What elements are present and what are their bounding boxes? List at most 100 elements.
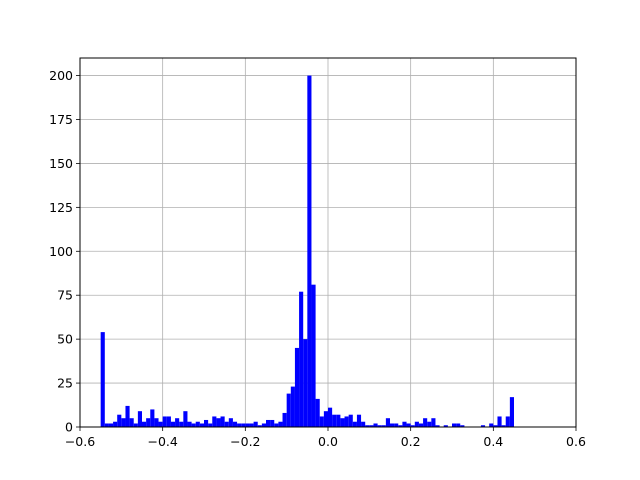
x-tick-label: −0.2 bbox=[230, 434, 260, 449]
histogram-bar bbox=[377, 425, 382, 427]
histogram-bar bbox=[418, 423, 424, 427]
histogram-bar bbox=[125, 405, 130, 427]
histogram-bar bbox=[162, 416, 167, 427]
histogram-bar bbox=[175, 418, 180, 427]
x-tick-label: 0.0 bbox=[318, 434, 338, 449]
y-tick-label: 75 bbox=[57, 288, 73, 303]
x-tick-label: 0.6 bbox=[566, 434, 586, 449]
histogram-bar bbox=[253, 421, 258, 427]
histogram-bar bbox=[170, 421, 176, 427]
y-tick-label: 200 bbox=[49, 68, 73, 83]
histogram-bar bbox=[431, 418, 436, 427]
histogram-bar bbox=[497, 416, 502, 427]
histogram-bar bbox=[278, 421, 283, 427]
histogram-bar bbox=[307, 75, 312, 427]
histogram-bar bbox=[286, 393, 291, 427]
y-axis: 0 25 50 75 100 125 150 175 200 bbox=[49, 68, 80, 435]
histogram-bar bbox=[220, 416, 225, 427]
histogram-bar bbox=[452, 423, 457, 427]
histogram-bar bbox=[332, 414, 337, 427]
histogram-bar bbox=[398, 425, 403, 427]
histogram-bar bbox=[365, 425, 370, 427]
y-tick-label: 50 bbox=[57, 332, 73, 347]
histogram-bar bbox=[456, 423, 461, 427]
histogram-bar bbox=[336, 414, 341, 427]
histogram-bar bbox=[340, 418, 345, 427]
histogram-bar bbox=[183, 411, 188, 427]
histogram-bar bbox=[195, 421, 200, 427]
histogram-bar bbox=[199, 423, 204, 427]
histogram-bar bbox=[249, 423, 254, 427]
histogram-bar bbox=[427, 421, 432, 427]
x-tick-label: −0.6 bbox=[65, 434, 95, 449]
histogram-bar bbox=[257, 425, 262, 427]
histogram-bar bbox=[361, 421, 366, 427]
histogram-bar bbox=[323, 411, 328, 427]
histogram-bar bbox=[328, 407, 333, 427]
histogram-bar bbox=[274, 423, 279, 427]
histogram-bar bbox=[294, 347, 300, 427]
histogram-bar bbox=[117, 414, 122, 427]
histogram-bar bbox=[104, 423, 109, 427]
histogram-bar bbox=[402, 421, 407, 427]
x-tick-label: 0.4 bbox=[483, 434, 503, 449]
histogram-bar bbox=[290, 386, 295, 427]
histogram-bar bbox=[113, 421, 118, 427]
histogram-bar bbox=[394, 423, 399, 427]
histogram-bar bbox=[137, 411, 142, 427]
histogram-bar bbox=[166, 416, 171, 427]
histogram-bars bbox=[100, 75, 514, 427]
histogram-bar bbox=[406, 423, 411, 427]
histogram-bar bbox=[237, 423, 242, 427]
histogram-bar bbox=[311, 284, 316, 427]
histogram-bar bbox=[356, 414, 362, 427]
histogram-bar bbox=[129, 418, 134, 427]
histogram-bar bbox=[381, 425, 386, 427]
histogram-bar bbox=[204, 419, 209, 427]
histogram-bar bbox=[410, 425, 415, 427]
histogram-bar bbox=[158, 421, 163, 427]
histogram-bar bbox=[282, 412, 287, 427]
histogram-bar bbox=[493, 425, 498, 427]
histogram-bar bbox=[414, 421, 419, 427]
histogram-bar bbox=[348, 414, 353, 427]
y-tick-label: 150 bbox=[49, 156, 73, 171]
histogram-bar bbox=[319, 416, 324, 427]
histogram-bar bbox=[303, 339, 308, 427]
histogram-bar bbox=[299, 291, 304, 427]
histogram-bar bbox=[121, 418, 126, 427]
histogram-bar bbox=[241, 423, 246, 427]
histogram-bar bbox=[423, 418, 428, 427]
histogram-bar bbox=[352, 421, 357, 427]
y-tick-label: 100 bbox=[49, 244, 73, 259]
histogram-bar bbox=[390, 423, 395, 427]
histogram-bar bbox=[385, 418, 390, 427]
x-tick-label: 0.2 bbox=[401, 434, 421, 449]
histogram-bar bbox=[480, 425, 486, 427]
y-tick-label: 0 bbox=[65, 420, 73, 435]
histogram-bar bbox=[270, 419, 275, 427]
histogram-bar bbox=[509, 397, 514, 427]
histogram-bar bbox=[212, 416, 217, 427]
y-tick-label: 175 bbox=[49, 112, 73, 127]
histogram-bar bbox=[187, 421, 192, 427]
y-tick-label: 125 bbox=[49, 200, 73, 215]
histogram-bar bbox=[216, 418, 221, 427]
histogram-bar bbox=[435, 425, 440, 427]
histogram-bar bbox=[245, 423, 250, 427]
histogram-bar bbox=[315, 398, 320, 427]
histogram-bar bbox=[489, 423, 494, 427]
histogram-bar bbox=[100, 332, 105, 427]
histogram-bar bbox=[208, 423, 213, 427]
histogram-bar bbox=[373, 423, 378, 427]
histogram-bar bbox=[266, 419, 271, 427]
histogram-bar bbox=[224, 421, 229, 427]
histogram-bar bbox=[154, 418, 159, 427]
histogram-bar bbox=[261, 423, 266, 427]
histogram-bar bbox=[505, 416, 510, 427]
x-tick-label: −0.4 bbox=[147, 434, 177, 449]
histogram-bar bbox=[344, 416, 349, 427]
histogram-bar bbox=[191, 423, 196, 427]
